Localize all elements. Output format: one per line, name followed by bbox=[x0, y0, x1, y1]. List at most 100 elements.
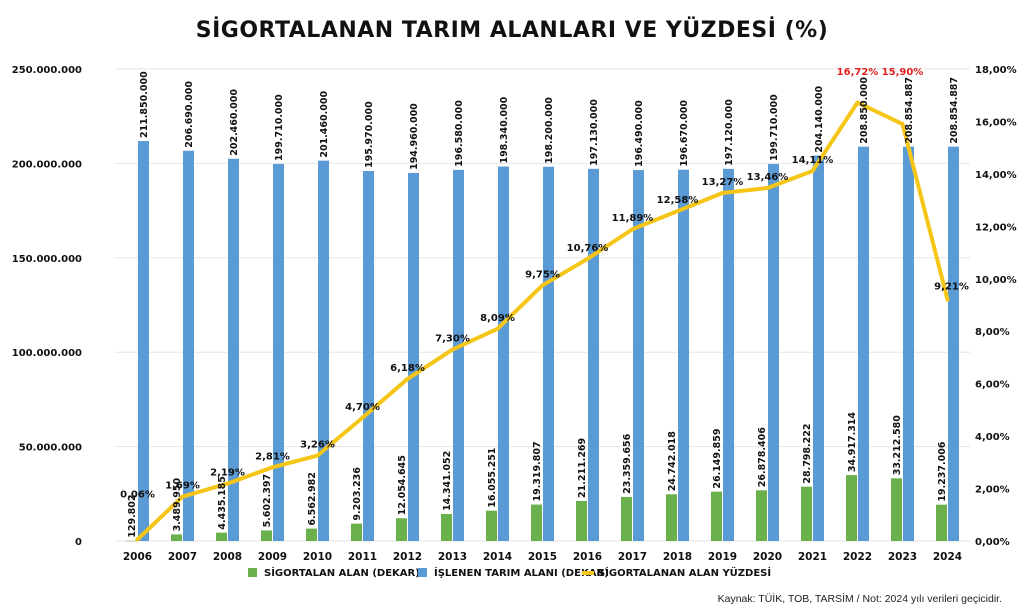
line-point bbox=[810, 169, 815, 174]
bar-cultivated bbox=[498, 166, 509, 542]
bar-insured bbox=[576, 500, 587, 541]
insured-value-label: 23.359.656 bbox=[622, 433, 633, 493]
percentage-value-label: 0,06% bbox=[120, 489, 155, 500]
bar-insured bbox=[711, 491, 722, 541]
bar-cultivated bbox=[633, 170, 644, 541]
line-point bbox=[945, 297, 950, 302]
y-right-tick-label: 12,00% bbox=[975, 222, 1017, 233]
source-note: Kaynak: TÜİK, TOB, TARSİM / Not: 2024 yı… bbox=[717, 593, 1002, 605]
bar-insured bbox=[261, 530, 272, 541]
legend-cultivated-label: İŞLENEN TARIM ALANI (DEKAR) bbox=[434, 565, 609, 579]
x-tick-label: 2020 bbox=[753, 551, 782, 563]
insured-value-label: 26.149.859 bbox=[712, 429, 723, 489]
percentage-value-label: 7,30% bbox=[435, 334, 470, 345]
bar-insured bbox=[666, 494, 677, 541]
bar-insured bbox=[351, 523, 362, 541]
line-point bbox=[450, 347, 455, 352]
percentage-value-label: 15,90% bbox=[882, 67, 924, 78]
bar-cultivated bbox=[453, 169, 464, 541]
cultivated-value-label: 208.850.000 bbox=[859, 77, 870, 144]
line-point bbox=[675, 209, 680, 214]
x-tick-label: 2009 bbox=[258, 551, 287, 563]
cultivated-value-label: 199.710.000 bbox=[274, 94, 285, 161]
percentage-value-label: 3,26% bbox=[300, 440, 335, 451]
insured-value-label: 4.435.185 bbox=[217, 476, 228, 530]
bar-insured bbox=[216, 532, 227, 541]
insured-value-label: 19.237.006 bbox=[937, 441, 948, 501]
insured-value-label: 12.054.645 bbox=[397, 455, 408, 515]
bar-insured bbox=[891, 478, 902, 541]
bar-cultivated bbox=[318, 160, 329, 541]
y-left-tick-label: 0 bbox=[75, 537, 82, 548]
x-tick-label: 2018 bbox=[663, 551, 692, 563]
y-right-tick-label: 10,00% bbox=[975, 275, 1017, 286]
percentage-value-label: 13,27% bbox=[702, 177, 744, 188]
bar-cultivated bbox=[858, 146, 869, 541]
y-left-tick-label: 150.000.000 bbox=[12, 254, 82, 265]
legend-insured-label: SİGORTALAN ALAN (DEKAR) bbox=[264, 565, 420, 579]
x-tick-label: 2013 bbox=[438, 551, 467, 563]
y-right-tick-label: 4,00% bbox=[975, 432, 1010, 443]
x-tick-label: 2016 bbox=[573, 551, 602, 563]
legend-percentage-label: SİGORTALANAN ALAN YÜZDESİ bbox=[598, 565, 771, 579]
cultivated-value-label: 204.140.000 bbox=[814, 85, 825, 152]
y-left-tick-label: 250.000.000 bbox=[12, 65, 82, 76]
bar-cultivated bbox=[408, 172, 419, 541]
line-point bbox=[405, 376, 410, 381]
x-tick-label: 2007 bbox=[168, 551, 197, 563]
bar-cultivated bbox=[543, 166, 554, 541]
y-right-tick-label: 2,00% bbox=[975, 485, 1010, 496]
insured-value-label: 9.203.236 bbox=[352, 467, 363, 521]
cultivated-value-label: 208.854.887 bbox=[949, 77, 960, 144]
percentage-value-label: 1,69% bbox=[165, 481, 200, 492]
bar-insured bbox=[531, 504, 542, 541]
cultivated-value-label: 196.580.000 bbox=[454, 100, 465, 167]
insured-value-label: 34.917.314 bbox=[847, 412, 858, 472]
bar-cultivated bbox=[183, 150, 194, 541]
legend-insured-swatch bbox=[248, 568, 257, 577]
cultivated-value-label: 197.120.000 bbox=[724, 99, 735, 166]
line-point bbox=[180, 494, 185, 499]
bar-insured bbox=[396, 518, 407, 541]
insured-value-label: 26.878.406 bbox=[757, 427, 768, 487]
x-tick-label: 2010 bbox=[303, 551, 332, 563]
x-tick-label: 2011 bbox=[348, 551, 377, 563]
insured-value-label: 5.602.397 bbox=[262, 474, 273, 528]
cultivated-value-label: 198.200.000 bbox=[544, 97, 555, 164]
percentage-value-label: 8,09% bbox=[480, 313, 515, 324]
y-left-tick-label: 50.000.000 bbox=[19, 443, 82, 454]
percentage-value-label: 2,81% bbox=[255, 451, 290, 462]
percentage-value-label: 9,75% bbox=[525, 269, 560, 280]
x-tick-label: 2019 bbox=[708, 551, 737, 563]
bar-insured bbox=[171, 534, 182, 541]
insured-value-label: 24.742.018 bbox=[667, 431, 678, 491]
bar-insured bbox=[621, 496, 632, 541]
bar-insured bbox=[846, 475, 857, 541]
insured-value-label: 129.802 bbox=[127, 494, 138, 537]
y-right-tick-label: 14,00% bbox=[975, 170, 1017, 181]
bar-cultivated bbox=[138, 141, 149, 541]
bar-insured bbox=[306, 528, 317, 541]
insured-value-label: 3.489.950 bbox=[172, 478, 183, 532]
cultivated-value-label: 202.460.000 bbox=[229, 89, 240, 156]
bar-cultivated bbox=[363, 171, 374, 541]
cultivated-value-label: 194.960.000 bbox=[409, 103, 420, 170]
y-right-tick-label: 16,00% bbox=[975, 117, 1017, 128]
line-point bbox=[855, 100, 860, 105]
line-point bbox=[495, 326, 500, 331]
percentage-value-label: 14,11% bbox=[792, 155, 834, 166]
x-tick-label: 2022 bbox=[843, 551, 872, 563]
x-tick-label: 2006 bbox=[123, 551, 152, 563]
cultivated-value-label: 208.854.887 bbox=[904, 77, 915, 144]
chart-title: SİGORTALANAN TARIM ALANLARI VE YÜZDESİ (… bbox=[195, 18, 829, 43]
line-point bbox=[585, 256, 590, 261]
insured-value-label: 28.798.222 bbox=[802, 424, 813, 484]
cultivated-value-label: 199.710.000 bbox=[769, 94, 780, 161]
bar-insured bbox=[756, 490, 767, 541]
percentage-value-label: 10,76% bbox=[567, 243, 609, 254]
percentage-value-label: 13,46% bbox=[747, 172, 789, 183]
x-tick-label: 2008 bbox=[213, 551, 242, 563]
bar-cultivated bbox=[678, 169, 689, 541]
bar-cultivated bbox=[273, 163, 284, 542]
